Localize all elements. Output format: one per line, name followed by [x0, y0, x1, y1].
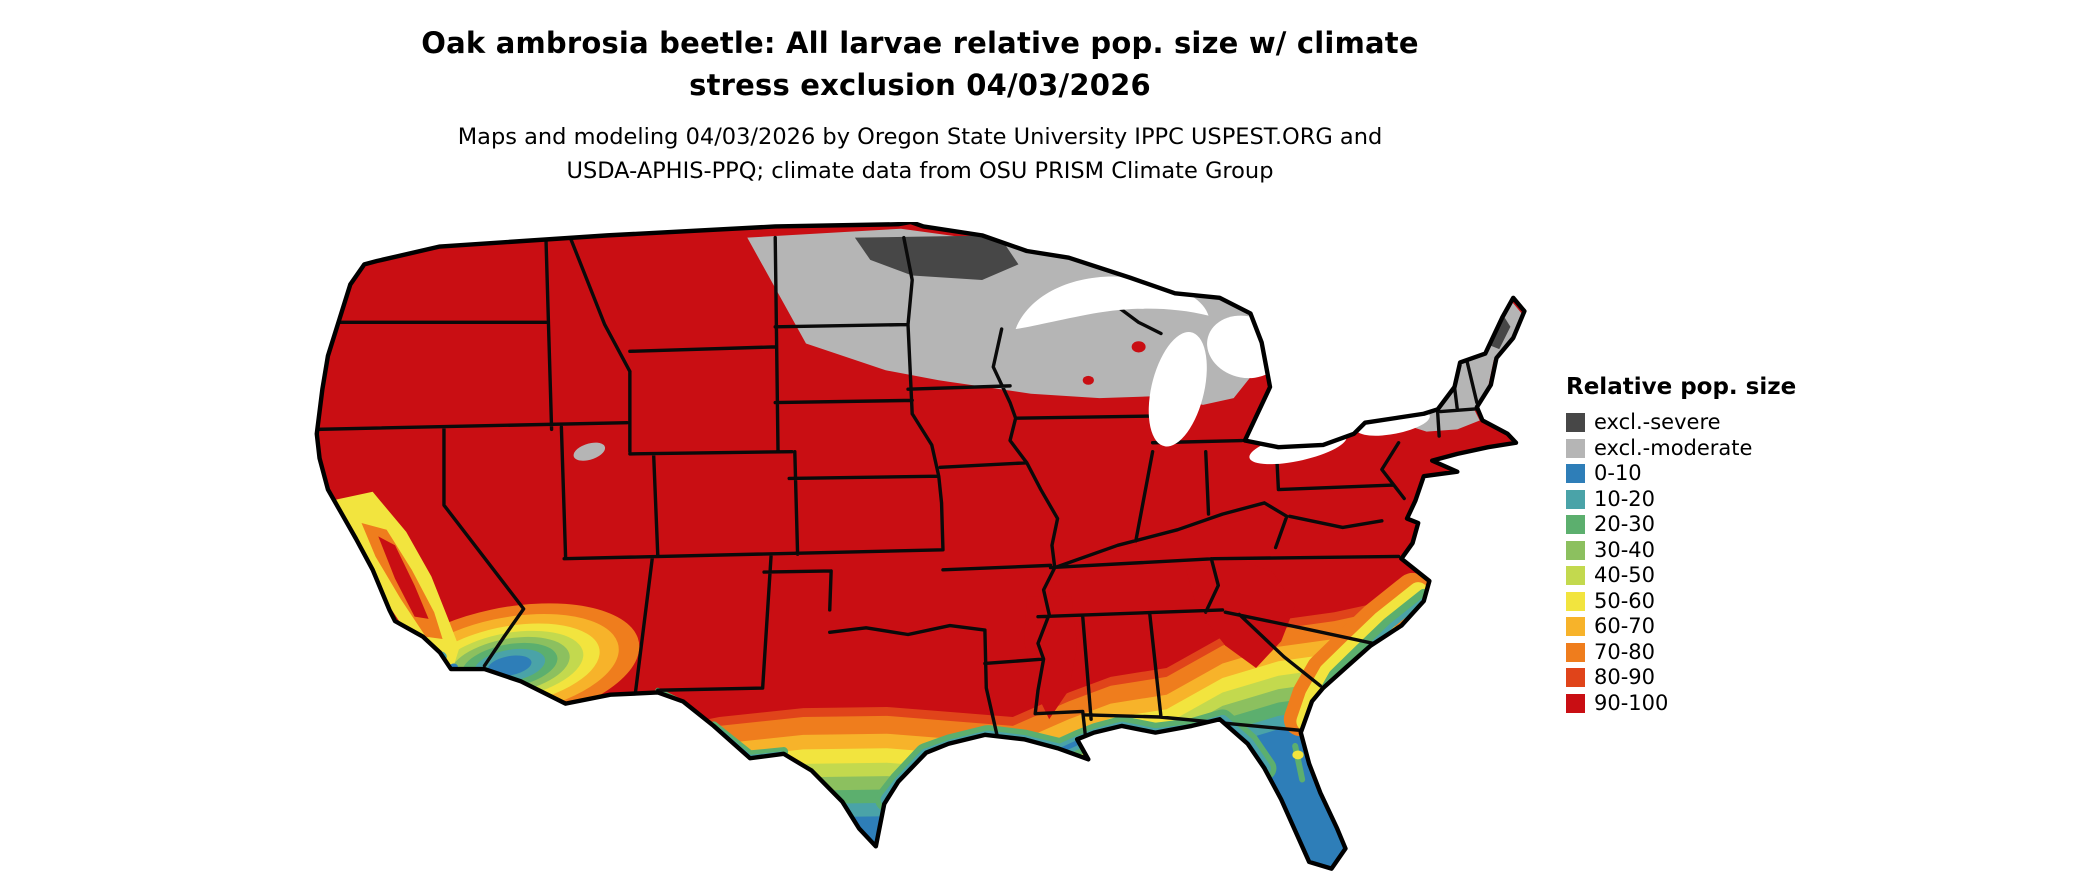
legend-label: excl.-severe	[1594, 410, 1721, 435]
legend-label: excl.-moderate	[1594, 435, 1753, 460]
legend-item: 0-10	[1566, 461, 1796, 487]
legend-label: 60-70	[1594, 614, 1656, 639]
legend-item: 80-90	[1566, 665, 1796, 691]
legend-item: 70-80	[1566, 640, 1796, 666]
legend-item: 90-100	[1566, 691, 1796, 717]
legend-swatch	[1566, 413, 1585, 433]
page-title-line-2: stress exclusion 04/03/2026	[689, 68, 1151, 102]
legend-label: 90-100	[1594, 690, 1669, 715]
legend-swatch	[1566, 642, 1585, 662]
legend-label: 30-40	[1594, 537, 1656, 562]
florida-yellow-speck	[1292, 750, 1304, 760]
legend-label: 80-90	[1594, 665, 1656, 690]
legend-swatch	[1566, 515, 1585, 535]
legend-label: 50-60	[1594, 588, 1656, 613]
legend-item: excl.-moderate	[1566, 436, 1796, 462]
legend-item: excl.-severe	[1566, 410, 1796, 436]
legend-swatch	[1566, 464, 1585, 484]
legend-swatch	[1566, 540, 1585, 560]
legend-label: 70-80	[1594, 639, 1656, 664]
legend-label: 0-10	[1594, 461, 1642, 486]
subtitle-line-1: Maps and modeling 04/03/2026 by Oregon S…	[457, 124, 1383, 150]
california-mosaic	[330, 491, 460, 671]
legend-swatch	[1566, 438, 1585, 458]
legend-swatch	[1566, 591, 1585, 611]
legend-item: 10-20	[1566, 487, 1796, 513]
page-title-line-1: Oak ambrosia beetle: All larvae relative…	[421, 26, 1419, 60]
legend-item: 20-30	[1566, 512, 1796, 538]
subtitle-line-2: USDA-APHIS-PPQ; climate data from OSU PR…	[566, 158, 1274, 184]
state-borders	[317, 238, 1486, 737]
legend-swatch	[1566, 566, 1585, 586]
legend-item: 30-40	[1566, 538, 1796, 564]
legend-title: Relative pop. size	[1566, 374, 1797, 400]
us-map	[300, 222, 1530, 882]
legend-item: 40-50	[1566, 563, 1796, 589]
legend-item: 60-70	[1566, 614, 1796, 640]
legend-item: 50-60	[1566, 589, 1796, 615]
legend-label: 40-50	[1594, 563, 1656, 588]
lake-michigan	[1148, 332, 1207, 447]
legend-swatch	[1566, 668, 1585, 688]
us-outline	[317, 222, 1525, 869]
legend: Relative pop. size excl.-severe excl.-mod…	[1566, 374, 1796, 716]
minnesota-exclusion-severe	[854, 235, 1019, 280]
legend-rows: excl.-severe excl.-moderate 0-10 10-20 20-30…	[1566, 410, 1796, 716]
legend-label: 20-30	[1594, 512, 1656, 537]
legend-swatch	[1566, 693, 1585, 713]
great-salt-lake-patch	[573, 442, 606, 461]
legend-swatch	[1566, 489, 1585, 509]
legend-label: 10-20	[1594, 486, 1656, 511]
legend-swatch	[1566, 617, 1585, 637]
